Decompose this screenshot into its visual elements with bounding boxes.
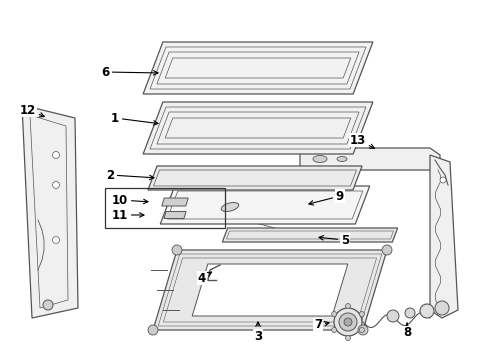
Text: 3: 3 — [254, 322, 262, 342]
Polygon shape — [143, 102, 373, 154]
Polygon shape — [430, 155, 458, 318]
Circle shape — [332, 311, 337, 316]
Polygon shape — [222, 228, 398, 242]
Circle shape — [148, 325, 158, 335]
Circle shape — [405, 308, 415, 318]
Polygon shape — [192, 264, 348, 316]
Circle shape — [52, 237, 59, 243]
Polygon shape — [153, 250, 387, 330]
Circle shape — [345, 303, 350, 309]
Polygon shape — [143, 42, 373, 94]
Circle shape — [358, 325, 368, 335]
Circle shape — [172, 245, 182, 255]
Ellipse shape — [221, 202, 239, 212]
Text: 6: 6 — [101, 66, 158, 78]
Circle shape — [440, 177, 446, 183]
Circle shape — [359, 311, 365, 316]
Ellipse shape — [313, 156, 327, 162]
Polygon shape — [162, 198, 188, 206]
Circle shape — [382, 245, 392, 255]
Circle shape — [344, 318, 352, 326]
Circle shape — [43, 300, 53, 310]
Text: 5: 5 — [319, 234, 349, 247]
Polygon shape — [300, 148, 440, 170]
Ellipse shape — [337, 157, 347, 162]
Circle shape — [359, 328, 365, 333]
Polygon shape — [164, 212, 186, 219]
Text: 12: 12 — [20, 104, 44, 117]
Circle shape — [339, 313, 357, 331]
Polygon shape — [148, 166, 362, 190]
Text: 7: 7 — [314, 319, 329, 332]
Circle shape — [387, 310, 399, 322]
Circle shape — [52, 152, 59, 158]
Circle shape — [345, 336, 350, 341]
Text: 10: 10 — [112, 194, 148, 207]
Text: 8: 8 — [403, 323, 411, 339]
Polygon shape — [22, 105, 78, 318]
Circle shape — [52, 181, 59, 189]
Text: 11: 11 — [112, 208, 144, 221]
Polygon shape — [160, 186, 370, 224]
Text: 1: 1 — [111, 112, 158, 125]
Circle shape — [435, 301, 449, 315]
Circle shape — [332, 328, 337, 333]
Text: 2: 2 — [106, 168, 154, 181]
Text: 9: 9 — [309, 189, 344, 205]
Circle shape — [334, 308, 362, 336]
Circle shape — [420, 304, 434, 318]
Text: 13: 13 — [350, 134, 374, 148]
Text: 4: 4 — [198, 271, 212, 284]
